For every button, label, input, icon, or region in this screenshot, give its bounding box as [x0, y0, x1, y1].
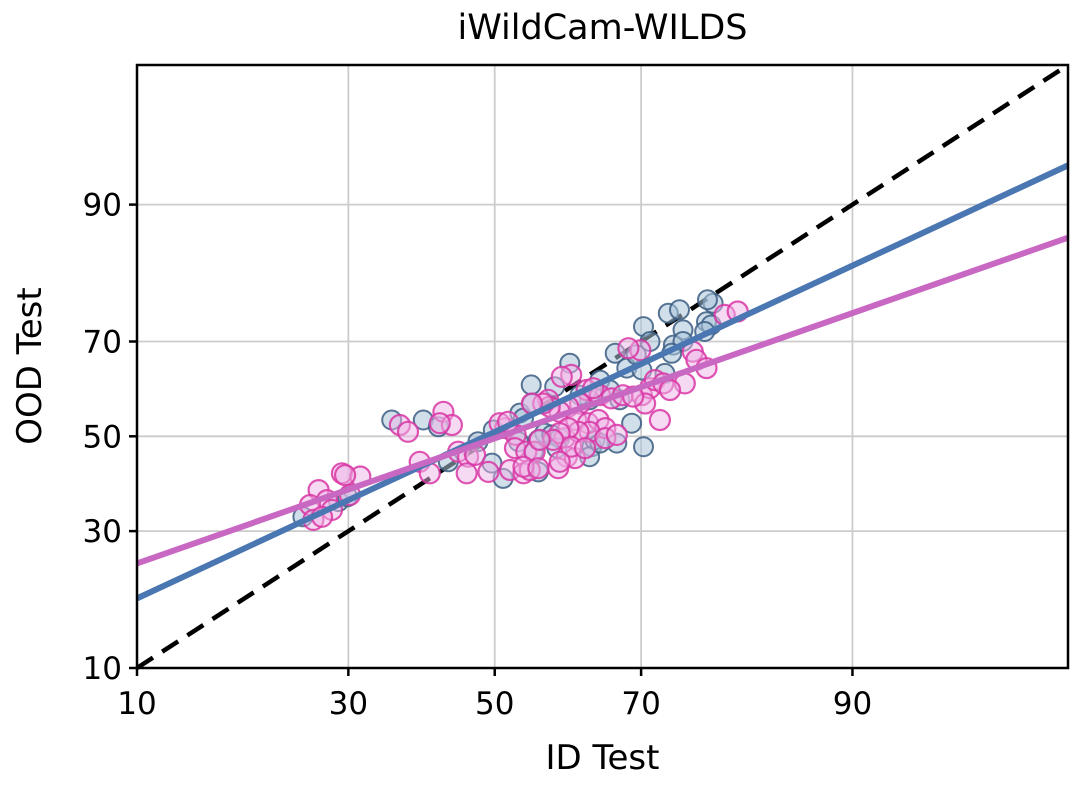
data-point: [658, 378, 682, 402]
data-point: [527, 457, 550, 480]
x-tick-label: 90: [833, 686, 872, 722]
chart-title: iWildCam-WILDS: [457, 8, 748, 48]
x-tick-label: 30: [329, 686, 368, 722]
data-point: [605, 423, 628, 446]
data-point: [550, 365, 573, 388]
data-point: [648, 408, 672, 432]
trend-line-pink-models: [136, 234, 1069, 567]
data-point: [334, 464, 357, 487]
data-point: [697, 289, 718, 311]
x-tick-label: 50: [475, 686, 514, 722]
data-point: [573, 437, 597, 460]
data-point: [428, 412, 451, 435]
data-point: [621, 412, 643, 434]
data-point: [455, 462, 478, 485]
y-tick-label: 30: [83, 514, 122, 550]
trend-line-blue-models: [135, 162, 1070, 602]
data-point: [528, 428, 551, 451]
axis-ticks: 10 30 50 70 90 10 30 50 70 90: [83, 188, 873, 722]
data-point: [520, 374, 542, 396]
data-point: [669, 299, 690, 321]
y-tick-label: 50: [83, 419, 122, 455]
y-tick-label: 70: [83, 324, 122, 360]
data-point: [633, 436, 654, 458]
x-tick-label: 70: [621, 686, 660, 722]
data-point: [477, 460, 500, 483]
data-point: [617, 337, 640, 360]
y-tick-label: 90: [83, 188, 122, 224]
x-axis-label: ID Test: [545, 738, 660, 778]
axes-spines: [135, 63, 1070, 670]
data-point: [548, 450, 571, 473]
y-tick-label: 10: [83, 651, 122, 687]
data-point: [396, 420, 420, 443]
identity-reference-line: [135, 63, 1070, 670]
x-tick-label: 10: [117, 686, 156, 722]
